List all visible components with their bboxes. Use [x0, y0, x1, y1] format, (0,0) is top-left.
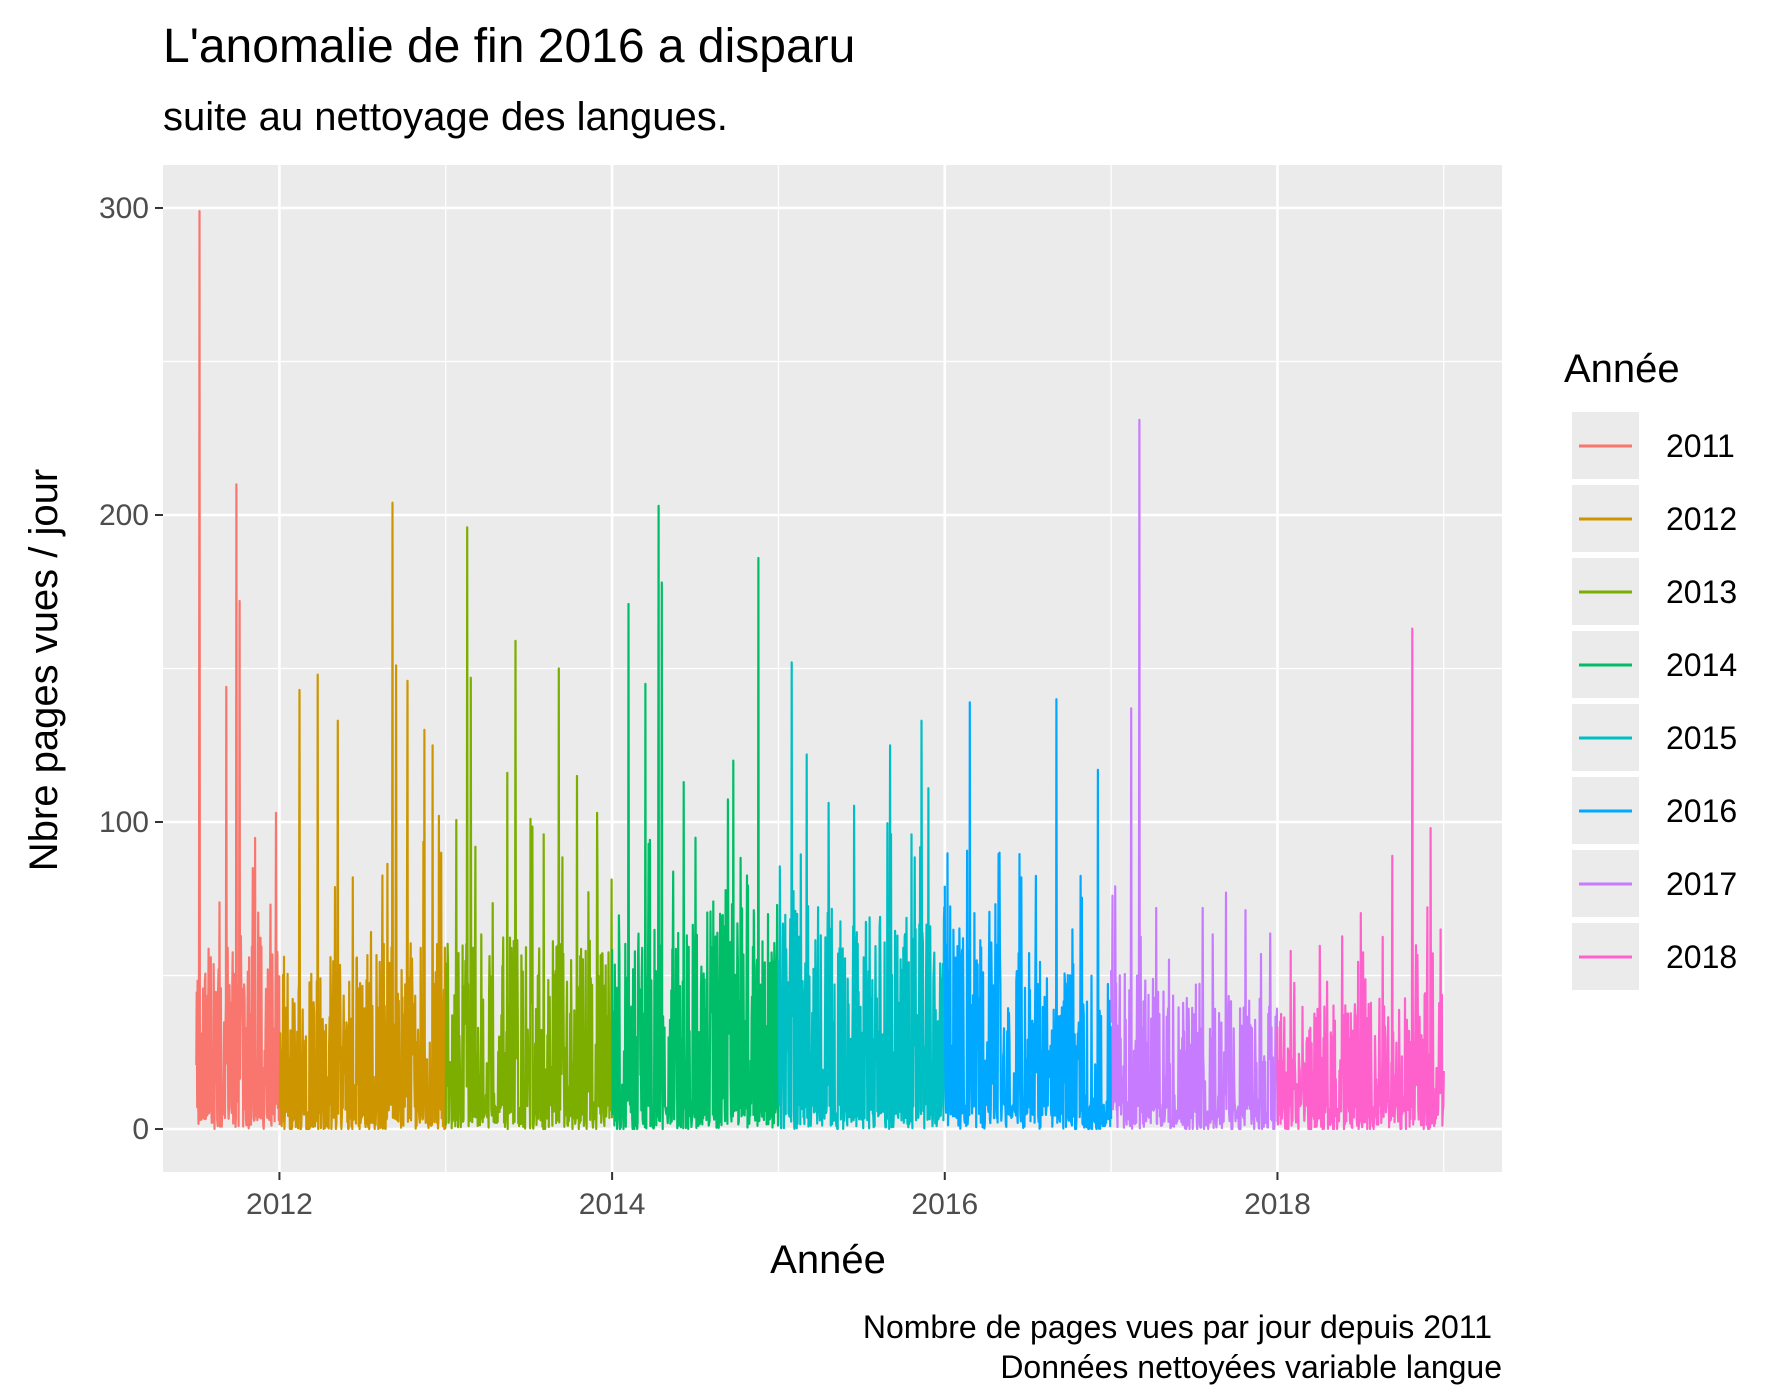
series-line-2015	[777, 661, 946, 1131]
legend-label-2014: 2014	[1666, 647, 1737, 683]
caption-line-1: Nombre de pages vues par jour depuis 201…	[863, 1309, 1492, 1345]
legend-label-2015: 2015	[1666, 720, 1737, 756]
series-line-2018	[1276, 627, 1445, 1131]
legend-label-2018: 2018	[1666, 939, 1737, 975]
legend-label-2013: 2013	[1666, 574, 1737, 610]
series-line-2016	[943, 698, 1113, 1131]
x-tick-label: 2012	[246, 1188, 313, 1221]
series-lines	[195, 210, 1445, 1131]
legend-label-2016: 2016	[1666, 793, 1737, 829]
x-tick-label: 2014	[579, 1188, 646, 1221]
x-tick-label: 2016	[911, 1188, 978, 1221]
y-tick-label: 0	[132, 1113, 149, 1146]
y-tick-label: 300	[99, 192, 149, 225]
x-axis: 2012 2014 2016 2018	[246, 1172, 1311, 1221]
legend-title: Année	[1564, 347, 1680, 391]
y-axis: 0 100 200 300	[99, 192, 163, 1146]
y-tick-label: 200	[99, 499, 149, 532]
y-tick-label: 100	[99, 806, 149, 839]
y-axis-title: Nbre pages vues / jour	[22, 469, 66, 871]
x-axis-title: Année	[770, 1238, 886, 1282]
legend-label-2012: 2012	[1666, 501, 1737, 537]
series-line-2012	[278, 501, 447, 1131]
series-line-2011	[195, 210, 281, 1130]
legend-label-2011: 2011	[1666, 428, 1735, 464]
series-line-2013	[444, 526, 614, 1131]
legend: 2011 2012 2013 2014 2015 2016 2017 2018	[1572, 412, 1737, 990]
series-line-2014	[611, 504, 780, 1131]
caption-line-2: Données nettoyées variable langue	[1000, 1349, 1502, 1385]
series-line-2017	[1110, 418, 1279, 1131]
chart-title: L'anomalie de fin 2016 a disparu	[163, 20, 855, 73]
legend-label-2017: 2017	[1666, 866, 1737, 902]
x-tick-label: 2018	[1244, 1188, 1311, 1221]
chart-subtitle: suite au nettoyage des langues.	[163, 95, 728, 139]
